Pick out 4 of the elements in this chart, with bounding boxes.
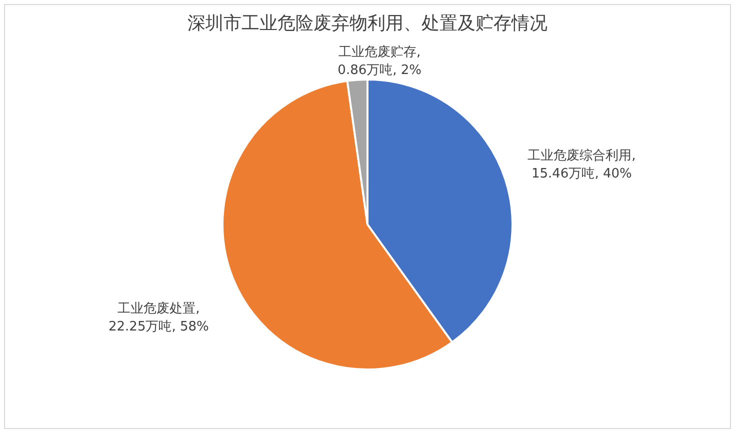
slice-label: 工业危废贮存, 0.86万吨, 2% [338,44,422,78]
slice-label: 工业危废处置, 22.25万吨, 58% [108,301,209,334]
chart-title: 深圳市工业危险废弃物利用、处置及贮存情况 [188,13,548,34]
slice-label: 工业危废综合利用, 15.46万吨, 40% [528,148,636,182]
